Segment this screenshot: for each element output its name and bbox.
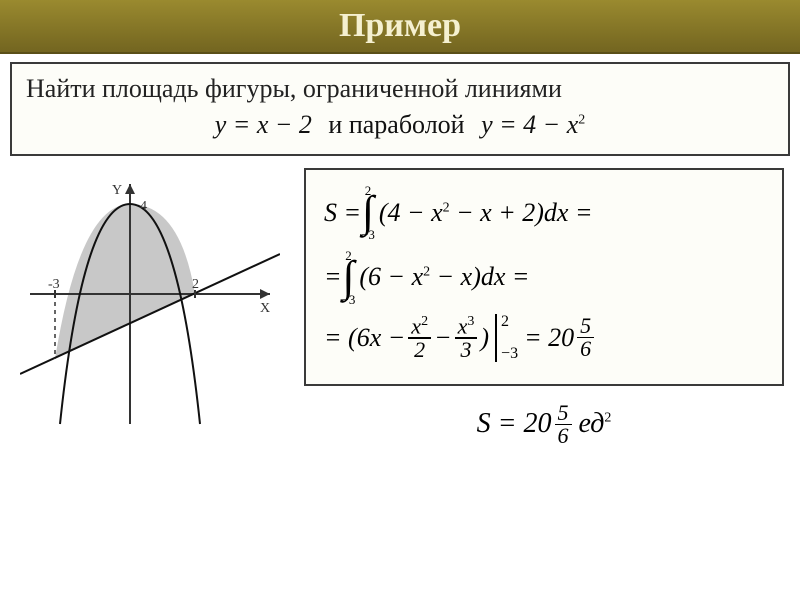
title-bar: Пример [0,0,800,54]
answer-lhs: S = 20 [477,408,552,440]
step3-frac2: x3 3 [455,315,478,361]
x-left-label: -3 [48,277,60,292]
step1-body: (4 − x2 − x + 2)dx = [379,192,593,234]
step-1: S = 2 ∫ −3 (4 − x2 − x + 2)dx = [324,184,764,241]
between-word: и параболой [328,110,464,139]
parabola-formula: y = 4 − x2 [481,110,585,139]
step3-frac1: x2 2 [408,315,431,361]
solution-box: S = 2 ∫ −3 (4 − x2 − x + 2)dx = = 2 ∫ −3… [304,168,784,386]
problem-formulas: y = x − 2 и параболой y = 4 − x2 [26,110,774,140]
line-formula: y = x − 2 [215,110,312,139]
problem-box: Найти площадь фигуры, ограниченной линия… [10,62,790,156]
answer-row: S = 20 5 6 ед2 [304,402,784,448]
y-axis-arrow [125,184,135,194]
problem-statement: Найти площадь фигуры, ограниченной линия… [26,74,774,104]
y-top-label: 4 [140,199,147,214]
graph-svg: -3 2 4 X Y [20,174,280,434]
solution-panel: S = 2 ∫ −3 (4 − x2 − x + 2)dx = = 2 ∫ −3… [300,164,800,451]
graph-panel: -3 2 4 X Y [0,164,300,451]
content-area: -3 2 4 X Y S = 2 ∫ −3 (4 − x2 − x + 2)dx… [0,164,800,451]
step1-lhs: S = [324,192,361,234]
shaded-region [55,204,195,359]
step2-body: (6 − x2 − x)dx = [359,256,529,298]
step-3: = (6x − x2 2 − x3 3 ) 2 −3 = 20 [324,314,764,362]
x-right-label: 2 [192,277,199,292]
step3-close: ) [480,317,489,359]
step-2: = 2 ∫ −3 (6 − x2 − x)dx = [324,249,764,306]
step2-prefix: = [324,256,342,298]
integral-1: 2 ∫ −3 [361,184,375,241]
y-axis-label: Y [112,183,122,198]
integral-2: 2 ∫ −3 [342,249,356,306]
eval-limits: 2 −3 [495,314,518,362]
x-axis-arrow [260,289,270,299]
step3-result-frac: 5 6 [577,315,594,361]
step3-prefix: = (6x − [324,317,405,359]
step3-eq: = 20 [524,317,574,359]
x-axis-label: X [260,301,270,316]
step3-mid: − [434,317,452,359]
answer-unit: ед2 [579,408,612,440]
page-title: Пример [339,7,461,45]
answer-frac: 5 6 [555,402,572,448]
